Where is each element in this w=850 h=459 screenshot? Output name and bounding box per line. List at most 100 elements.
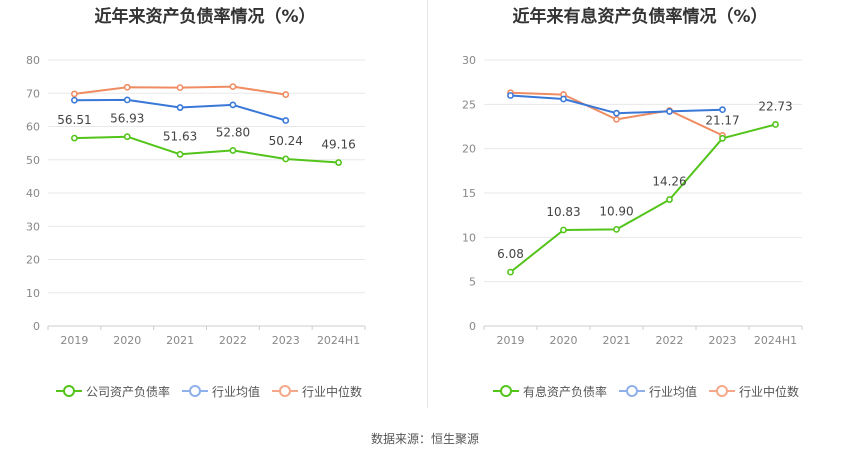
- legend-marker-icon: [709, 384, 736, 398]
- data-point: [123, 96, 131, 104]
- legend-marker-icon: [619, 384, 646, 398]
- data-label: 6.08: [497, 247, 524, 261]
- data-point: [666, 196, 673, 203]
- legend-dot: [63, 385, 75, 397]
- legend-left: 公司资产负债率 行业均值 行业中位数: [56, 382, 362, 400]
- y-tick-label: 10: [462, 231, 476, 244]
- series-line: [74, 135, 339, 164]
- chart-title-debt-ratio: 近年来资产负债率情况（%）: [94, 7, 316, 27]
- legend-label: 行业均值: [649, 384, 698, 399]
- data-label: 21.17: [705, 113, 739, 127]
- series-line: [509, 123, 776, 273]
- legend-label: 行业中位数: [739, 384, 800, 399]
- x-tick-label: 2019: [497, 334, 525, 347]
- y-tick-label: 15: [462, 187, 476, 200]
- data-label: 50.24: [269, 134, 303, 148]
- data-point: [282, 91, 290, 98]
- x-tick-label: 2024H1: [317, 334, 360, 347]
- y-tick-label: 70: [26, 87, 40, 100]
- x-tick-label: 2023: [272, 334, 300, 347]
- legend-marker-icon: [56, 384, 82, 398]
- legend-dot: [500, 385, 512, 397]
- data-point: [507, 92, 514, 99]
- legend-marker-icon: [182, 384, 209, 398]
- data-point: [335, 159, 342, 166]
- y-tick-label: 20: [26, 254, 40, 267]
- y-tick-label: 60: [26, 121, 40, 134]
- x-tick-label: 2022: [656, 334, 684, 347]
- y-tick-label: 25: [462, 98, 476, 111]
- data-point: [176, 150, 184, 158]
- legend-dot: [279, 385, 292, 397]
- legend-right: 有息资产负债率 行业均值 行业中位数: [493, 382, 799, 400]
- data-point: [282, 155, 290, 163]
- data-point: [282, 117, 290, 124]
- x-tick-label: 2020: [550, 334, 578, 347]
- data-point: [229, 101, 237, 109]
- y-tick-label: 20: [462, 143, 476, 156]
- data-point: [560, 226, 567, 234]
- legend-item-company-debt-ratio[interactable]: 公司资产负债率: [56, 383, 170, 400]
- data-point: [71, 96, 78, 104]
- data-point: [666, 108, 673, 115]
- legend-dot: [626, 385, 639, 397]
- legend-item-industry-median[interactable]: 行业中位数: [709, 383, 799, 400]
- data-source: 数据来源：恒生聚源: [370, 432, 479, 446]
- data-label: 52.80: [216, 125, 250, 139]
- data-label: 51.63: [163, 129, 197, 143]
- y-tick-label: 40: [26, 187, 40, 200]
- x-tick-label: 2021: [603, 334, 631, 347]
- data-point: [507, 268, 514, 276]
- y-tick-label: 10: [26, 287, 40, 300]
- data-label: 56.93: [110, 112, 144, 126]
- data-label: 10.90: [599, 204, 633, 218]
- chart-title-interest-debt-ratio: 近年来有息资产负债率情况（%）: [512, 7, 768, 27]
- y-tick-label: 0: [33, 320, 40, 333]
- data-point: [123, 133, 131, 141]
- x-tick-label: 2022: [219, 334, 247, 347]
- data-point: [613, 116, 620, 123]
- x-tick-label: 2024H1: [754, 334, 797, 347]
- data-point: [613, 225, 620, 233]
- data-label: 56.51: [57, 113, 91, 127]
- legend-marker-icon: [493, 384, 519, 398]
- y-tick-label: 50: [26, 154, 40, 167]
- data-label: 22.73: [758, 99, 792, 113]
- legend-label: 公司资产负债率: [86, 384, 171, 399]
- y-tick-label: 30: [26, 220, 40, 233]
- data-label: 10.83: [546, 205, 580, 219]
- chart-divider: [427, 0, 428, 408]
- data-point: [176, 104, 184, 111]
- legend-label: 行业均值: [212, 384, 261, 399]
- x-tick-label: 2019: [60, 334, 88, 347]
- x-tick-label: 2020: [113, 334, 141, 347]
- x-tick-label: 2023: [709, 334, 737, 347]
- legend-item-industry-average[interactable]: 行业均值: [619, 383, 697, 400]
- data-point: [613, 109, 620, 117]
- data-point: [719, 106, 726, 114]
- legend-marker-icon: [272, 384, 299, 398]
- data-label: 49.16: [321, 138, 355, 152]
- legend-dot: [716, 385, 729, 397]
- legend-item-industry-median[interactable]: 行业中位数: [272, 383, 362, 400]
- legend-item-interest-debt-ratio[interactable]: 有息资产负债率: [493, 383, 607, 400]
- data-point: [560, 95, 567, 103]
- y-tick-label: 0: [469, 320, 476, 333]
- y-tick-label: 5: [469, 276, 476, 289]
- data-point: [229, 147, 237, 154]
- data-point: [71, 90, 78, 98]
- data-label: 14.26: [652, 175, 686, 189]
- x-tick-label: 2021: [166, 334, 194, 347]
- legend-label: 行业中位数: [302, 384, 363, 399]
- legend-label: 有息资产负债率: [523, 384, 608, 399]
- data-point: [719, 134, 726, 142]
- data-point: [71, 134, 78, 142]
- y-tick-label: 80: [26, 54, 40, 67]
- y-tick-label: 30: [462, 54, 476, 67]
- legend-item-industry-average[interactable]: 行业均值: [182, 383, 260, 400]
- data-point: [229, 83, 237, 90]
- data-point: [772, 121, 779, 128]
- data-point: [176, 84, 184, 91]
- data-point: [123, 83, 131, 91]
